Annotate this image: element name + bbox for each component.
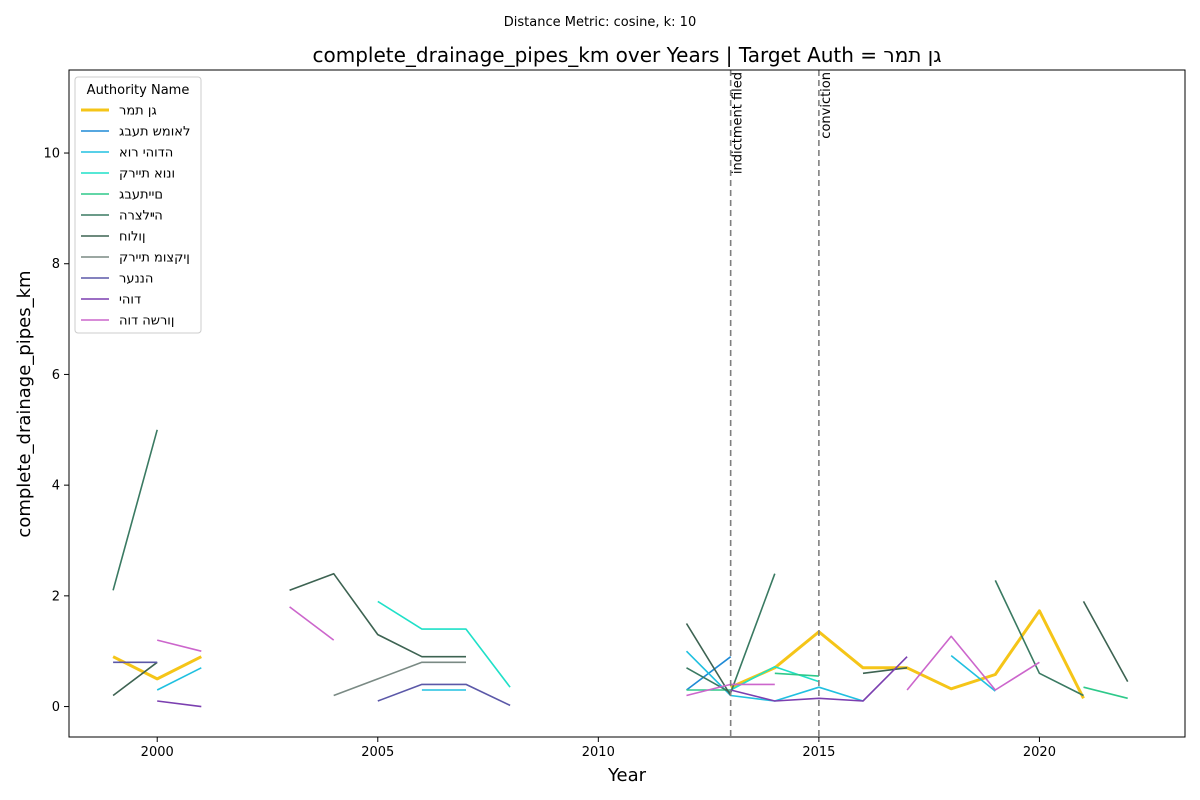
series-line-8 <box>113 661 511 707</box>
x-tick-label: 2015 <box>802 745 835 760</box>
plot-frame <box>68 69 1186 738</box>
chart-suptitle: Distance Metric: cosine, k: 10 <box>504 15 696 30</box>
x-tick-label: 2010 <box>582 745 615 760</box>
legend-title: Authority Name <box>87 83 190 98</box>
legend-box <box>74 76 202 334</box>
legend-label: הננער <box>119 272 153 287</box>
y-axis-label: complete_drainage_pipes_km <box>14 270 35 537</box>
chart-title: complete_drainage_pipes_km over Years | … <box>312 43 941 67</box>
series-line-3 <box>377 600 820 691</box>
series-line-6 <box>112 572 1129 697</box>
legend-label: ןורשה דוה <box>119 314 174 329</box>
series-line-5 <box>112 429 1084 697</box>
legend-label: דוהי <box>119 293 141 308</box>
legend-label: ונוא תיירק <box>119 167 175 182</box>
y-tick-label: 2 <box>52 589 60 604</box>
axes: 2000 2005 2010 2015 2020 0 2 4 6 8 10 <box>43 147 1056 760</box>
y-tick-label: 6 <box>52 368 60 383</box>
legend-label: ןיקצומ תיירק <box>119 251 190 266</box>
series-line-10 <box>157 606 1040 697</box>
plot-area: indictment filed conviction <box>112 70 1129 737</box>
legend-label: גן תמר <box>119 104 157 119</box>
x-tick-label: 2020 <box>1023 745 1056 760</box>
legend-label: ןולוח <box>119 230 146 245</box>
series-line-2 <box>156 650 996 702</box>
y-tick-label: 4 <box>52 479 60 494</box>
legend: Authority Name גן תמר לאומש תעבג הדוהי רוא… <box>74 76 202 334</box>
legend-label: הדוהי רוא <box>119 146 173 161</box>
y-tick-label: 10 <box>43 147 60 162</box>
x-axis-label: Year <box>607 765 647 786</box>
y-tick-label: 0 <box>52 700 60 715</box>
series-line-7 <box>333 661 466 697</box>
x-tick-label: 2000 <box>141 745 174 760</box>
event-label: conviction <box>819 72 834 139</box>
series-line-9 <box>157 656 908 708</box>
series-line-0 <box>112 609 1085 699</box>
legend-label: לאומש תעבג <box>119 125 190 140</box>
legend-label: םייתעבג <box>119 188 163 203</box>
y-tick-label: 8 <box>52 257 60 272</box>
event-label: indictment filed <box>731 72 746 174</box>
legend-items: גן תמר לאומש תעבג הדוהי רוא ונוא תיירק םייתע… <box>81 104 190 329</box>
legend-label: הײלצרה <box>119 209 163 224</box>
x-tick-label: 2005 <box>361 745 394 760</box>
